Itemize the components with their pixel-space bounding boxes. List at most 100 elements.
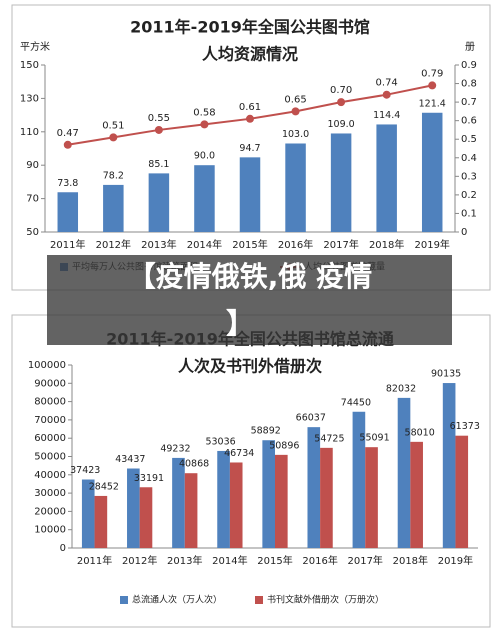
bar xyxy=(81,479,95,548)
bar xyxy=(184,473,198,548)
value-label: 73.8 xyxy=(57,178,78,189)
y-tick-label: 50000 xyxy=(34,452,66,463)
line-marker xyxy=(337,98,346,107)
value-label: 33191 xyxy=(134,473,164,484)
y-tick-label: 50 xyxy=(26,227,39,238)
x-tick-label: 2015年 xyxy=(257,554,292,567)
y-axis-label: 平方米 xyxy=(20,40,50,53)
legend-label: 总流通人次（万人次） xyxy=(132,594,222,606)
y-tick-label: 60000 xyxy=(34,433,66,444)
value-label: 58892 xyxy=(251,426,281,437)
value-label: 46734 xyxy=(224,448,254,459)
bar xyxy=(365,447,378,548)
y-tick-label: 80000 xyxy=(34,397,66,408)
y2-axis-label: 册 xyxy=(465,42,475,53)
y-tick-label: 0 xyxy=(60,543,66,554)
y2-tick-label: 0.3 xyxy=(461,171,477,182)
y-tick-label: 90000 xyxy=(34,378,66,389)
value-label: 90135 xyxy=(431,369,461,380)
y2-tick-label: 0.7 xyxy=(461,97,477,108)
value-label: 74450 xyxy=(341,397,371,408)
y2-tick-label: 0.1 xyxy=(461,208,477,219)
bar xyxy=(194,165,215,232)
legend-swatch xyxy=(120,596,128,604)
y-tick-label: 100000 xyxy=(28,360,66,371)
value-label: 61373 xyxy=(450,421,480,432)
bar xyxy=(330,133,352,232)
line-marker xyxy=(109,133,118,142)
value-label: 0.74 xyxy=(376,78,398,89)
x-tick-label: 2018年 xyxy=(369,238,404,251)
value-label: 109.0 xyxy=(328,119,355,130)
value-label: 82032 xyxy=(386,383,416,394)
value-label: 49232 xyxy=(160,443,190,454)
y-tick-label: 70000 xyxy=(34,415,66,426)
y-tick-label: 150 xyxy=(20,60,39,71)
value-label: 94.7 xyxy=(239,143,260,154)
bar xyxy=(352,411,366,548)
value-label: 103.0 xyxy=(282,129,309,140)
value-label: 0.58 xyxy=(193,107,215,118)
x-tick-label: 2014年 xyxy=(187,238,222,251)
bar xyxy=(455,435,469,548)
bar xyxy=(397,397,411,548)
banner-text: 】 xyxy=(226,307,254,340)
bar xyxy=(139,487,153,548)
value-label: 28452 xyxy=(89,481,119,492)
x-tick-label: 2012年 xyxy=(122,554,157,567)
bar xyxy=(229,462,243,548)
value-label: 0.55 xyxy=(148,113,170,124)
y-tick-label: 110 xyxy=(20,127,39,138)
y-tick-label: 90 xyxy=(26,160,39,171)
line-marker xyxy=(63,140,72,149)
bar xyxy=(421,112,443,232)
value-label: 78.2 xyxy=(103,170,124,181)
value-label: 40868 xyxy=(179,459,209,470)
chart-title: 2011年-2019年全国公共图书馆 xyxy=(130,18,370,37)
x-tick-label: 2011年 xyxy=(77,554,112,567)
y-tick-label: 30000 xyxy=(34,488,66,499)
value-label: 37423 xyxy=(70,465,100,476)
bar xyxy=(94,495,108,548)
x-tick-label: 2017年 xyxy=(347,554,382,567)
bar xyxy=(262,440,275,548)
bar xyxy=(217,450,230,548)
value-label: 0.79 xyxy=(421,68,443,79)
y-tick-label: 70 xyxy=(26,194,39,205)
x-tick-label: 2015年 xyxy=(232,238,267,251)
x-tick-label: 2016年 xyxy=(278,238,313,251)
x-tick-label: 2016年 xyxy=(302,554,337,567)
x-tick-label: 2018年 xyxy=(393,554,428,567)
x-tick-label: 2013年 xyxy=(141,238,176,251)
chart-frame xyxy=(11,4,491,291)
y2-tick-label: 0.4 xyxy=(461,153,477,164)
chart-subtitle: 人均资源情况 xyxy=(202,45,298,64)
x-tick-label: 2012年 xyxy=(96,238,131,251)
value-label: 114.4 xyxy=(373,110,400,121)
line-marker xyxy=(246,114,254,123)
value-label: 54725 xyxy=(314,433,344,444)
y2-tick-label: 0 xyxy=(461,227,467,238)
value-label: 53036 xyxy=(205,436,235,447)
value-label: 43437 xyxy=(115,454,145,465)
line-marker xyxy=(428,81,437,90)
value-label: 0.51 xyxy=(102,120,124,131)
line-marker xyxy=(382,90,391,99)
x-tick-label: 2013年 xyxy=(167,554,202,567)
value-label: 66037 xyxy=(296,413,326,424)
value-label: 55091 xyxy=(359,433,389,444)
y-tick-label: 40000 xyxy=(34,470,66,481)
line-marker xyxy=(154,125,163,134)
y-tick-label: 20000 xyxy=(34,506,66,517)
value-label: 85.1 xyxy=(148,159,169,170)
bar xyxy=(275,454,288,548)
bar xyxy=(57,192,79,232)
bar xyxy=(285,143,306,232)
value-label: 0.47 xyxy=(57,128,79,139)
bar xyxy=(103,184,124,232)
y-tick-label: 130 xyxy=(20,93,39,104)
y2-tick-label: 0.9 xyxy=(461,60,477,71)
legend-label: 书刊文献外借册次（万册次） xyxy=(267,594,384,606)
y2-tick-label: 0.2 xyxy=(461,190,477,201)
x-tick-label: 2019年 xyxy=(414,238,449,251)
